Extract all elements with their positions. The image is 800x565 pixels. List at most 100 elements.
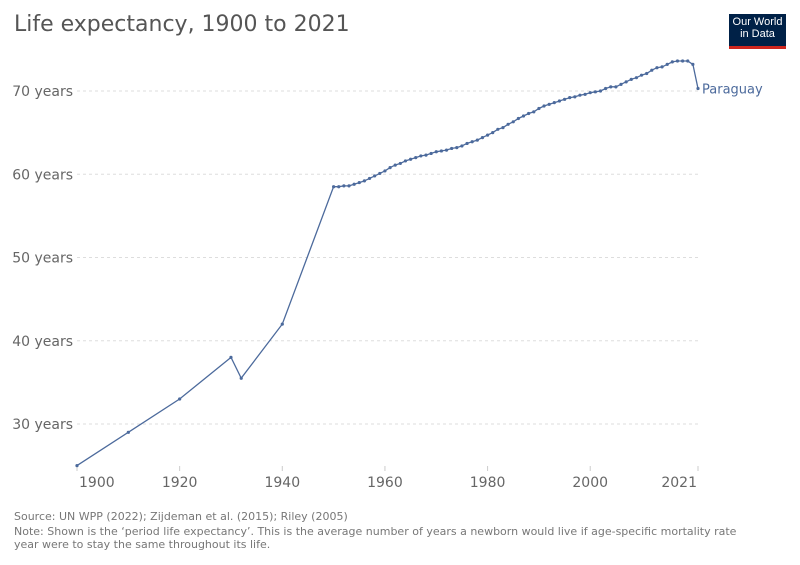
data-point [455, 146, 459, 150]
data-point [475, 138, 479, 142]
data-point [562, 97, 567, 101]
data-point [542, 104, 546, 108]
data-point [547, 102, 551, 106]
x-tick-label: 2000 [572, 475, 608, 491]
data-point [691, 62, 695, 66]
data-point [398, 161, 402, 166]
data-point [681, 59, 685, 63]
data-point [527, 111, 531, 116]
data-point [383, 169, 387, 173]
x-tick-label: 1980 [470, 475, 506, 491]
data-point [362, 179, 367, 183]
data-point [419, 154, 423, 158]
data-point [696, 86, 700, 91]
data-point [650, 68, 654, 72]
data-point [491, 131, 495, 135]
data-point [624, 80, 628, 84]
data-point [352, 182, 356, 186]
owid-logo[interactable]: Our World in Data [729, 14, 786, 49]
y-tick-label: 30 years [12, 417, 73, 433]
y-tick-label: 40 years [12, 334, 73, 350]
data-point [465, 141, 469, 146]
data-point [444, 148, 449, 152]
data-point [609, 85, 613, 89]
data-point [347, 184, 351, 188]
data-point [619, 82, 623, 86]
data-point [675, 59, 680, 63]
y-tick-label: 50 years [12, 251, 73, 267]
y-tick-label: 60 years [12, 167, 73, 183]
data-point [367, 176, 372, 181]
data-point [403, 159, 408, 163]
chart-title: Life expectancy, 1900 to 2021 [14, 12, 350, 37]
data-point [532, 110, 536, 114]
data-point [434, 150, 438, 154]
series-line-paraguay [76, 60, 699, 467]
data-point [583, 92, 587, 96]
data-point [332, 185, 336, 189]
data-point [429, 151, 433, 156]
data-point [280, 322, 284, 326]
data-point [178, 397, 182, 401]
data-point [660, 65, 664, 69]
data-point [470, 140, 474, 144]
data-point [598, 89, 603, 93]
series-label-paraguay: Paraguay [702, 83, 763, 98]
line-chart: 30 years 40 years 50 years 60 years 70 years… [12, 59, 763, 491]
data-point [229, 355, 233, 359]
data-point [578, 93, 582, 97]
data-point [552, 101, 556, 105]
data-point [665, 62, 669, 66]
data-point [614, 85, 618, 89]
data-point [414, 156, 418, 160]
data-point [634, 76, 639, 80]
data-point [424, 153, 428, 157]
data-point [75, 464, 79, 468]
note-line-2: year were to stay the same throughout it… [14, 538, 271, 551]
data-point [655, 66, 659, 70]
data-point [393, 163, 397, 167]
y-tick-label: 70 years [12, 84, 73, 100]
data-point [537, 106, 541, 111]
data-point [645, 71, 649, 76]
logo-line2: in Data [740, 28, 775, 40]
data-point [388, 165, 392, 170]
data-point [629, 77, 633, 81]
x-tick-label: 1920 [162, 475, 198, 491]
data-point [408, 157, 413, 161]
data-point [450, 146, 454, 151]
data-point [439, 149, 443, 153]
data-point [357, 180, 361, 185]
data-point [378, 171, 382, 176]
x-tick-label: 1940 [264, 475, 300, 491]
data-point [342, 184, 346, 188]
data-point [496, 127, 500, 131]
data-point [593, 90, 597, 94]
data-point [588, 91, 592, 95]
x-tick-label: 2021 [661, 475, 697, 491]
data-point [485, 133, 490, 137]
data-point [126, 430, 130, 434]
data-point [573, 95, 577, 99]
data-point [506, 122, 510, 126]
data-point [480, 136, 485, 140]
data-point [516, 116, 520, 121]
logo-line1: Our World [732, 16, 783, 28]
data-point [460, 144, 464, 148]
source-text: Source: UN WPP (2022); Zijdeman et al. (… [14, 510, 348, 523]
data-point [568, 96, 572, 100]
data-point [604, 86, 608, 91]
data-point [239, 376, 243, 380]
data-point [639, 73, 644, 77]
data-point [521, 114, 526, 118]
data-point [670, 60, 674, 64]
note-line-1: Note: Shown is the ‘period life expectan… [14, 525, 737, 538]
data-point [511, 120, 515, 124]
data-point [557, 99, 562, 103]
x-tick-label: 1960 [367, 475, 403, 491]
data-point [373, 174, 377, 178]
data-point [501, 126, 505, 130]
data-point [337, 185, 341, 189]
x-tick-label: 1900 [79, 475, 115, 491]
